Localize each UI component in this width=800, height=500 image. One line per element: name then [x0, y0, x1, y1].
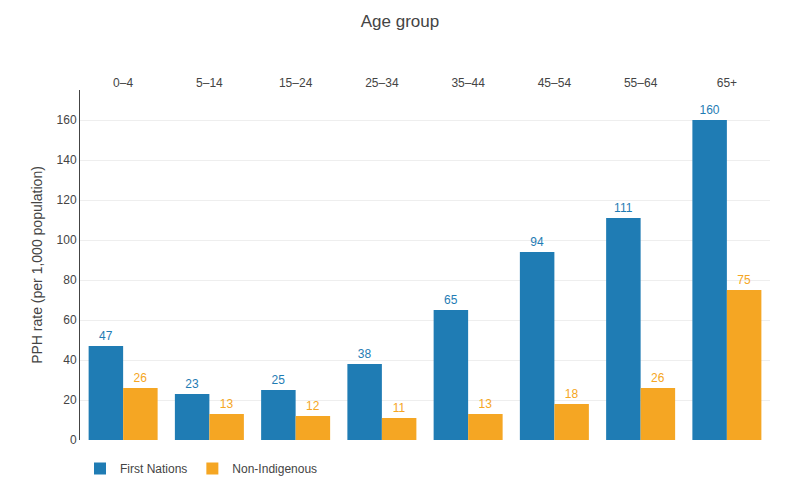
svg-text:100: 100 — [57, 233, 77, 247]
svg-text:0: 0 — [70, 433, 77, 447]
svg-text:13: 13 — [479, 397, 493, 411]
svg-text:12: 12 — [306, 399, 320, 413]
svg-text:26: 26 — [134, 371, 148, 385]
svg-text:35–44: 35–44 — [451, 76, 485, 90]
svg-text:Age group: Age group — [361, 12, 439, 31]
svg-text:55–64: 55–64 — [624, 76, 658, 90]
svg-text:111: 111 — [614, 201, 633, 215]
svg-text:47: 47 — [99, 329, 113, 343]
svg-text:PPH rate (per 1,000 population: PPH rate (per 1,000 population) — [29, 166, 45, 364]
svg-text:26: 26 — [651, 371, 665, 385]
svg-text:65+: 65+ — [717, 76, 737, 90]
svg-text:38: 38 — [358, 347, 372, 361]
svg-text:18: 18 — [565, 387, 579, 401]
svg-text:80: 80 — [63, 273, 77, 287]
svg-text:160: 160 — [57, 113, 77, 127]
svg-text:First Nations: First Nations — [120, 462, 187, 476]
svg-text:94: 94 — [530, 235, 544, 249]
svg-text:60: 60 — [63, 313, 77, 327]
svg-text:Non-Indigenous: Non-Indigenous — [232, 462, 317, 476]
svg-text:20: 20 — [63, 393, 77, 407]
svg-text:5–14: 5–14 — [196, 76, 223, 90]
svg-text:40: 40 — [63, 353, 77, 367]
svg-text:13: 13 — [220, 397, 234, 411]
svg-text:15–24: 15–24 — [279, 76, 313, 90]
svg-text:23: 23 — [185, 377, 199, 391]
svg-text:25: 25 — [272, 373, 286, 387]
svg-text:25–34: 25–34 — [365, 76, 399, 90]
svg-text:0–4: 0–4 — [113, 76, 133, 90]
svg-text:75: 75 — [737, 273, 751, 287]
svg-text:11: 11 — [393, 401, 406, 415]
svg-text:160: 160 — [699, 103, 719, 117]
svg-text:140: 140 — [57, 153, 77, 167]
svg-text:65: 65 — [444, 293, 458, 307]
svg-text:120: 120 — [57, 193, 77, 207]
svg-text:45–54: 45–54 — [538, 76, 572, 90]
